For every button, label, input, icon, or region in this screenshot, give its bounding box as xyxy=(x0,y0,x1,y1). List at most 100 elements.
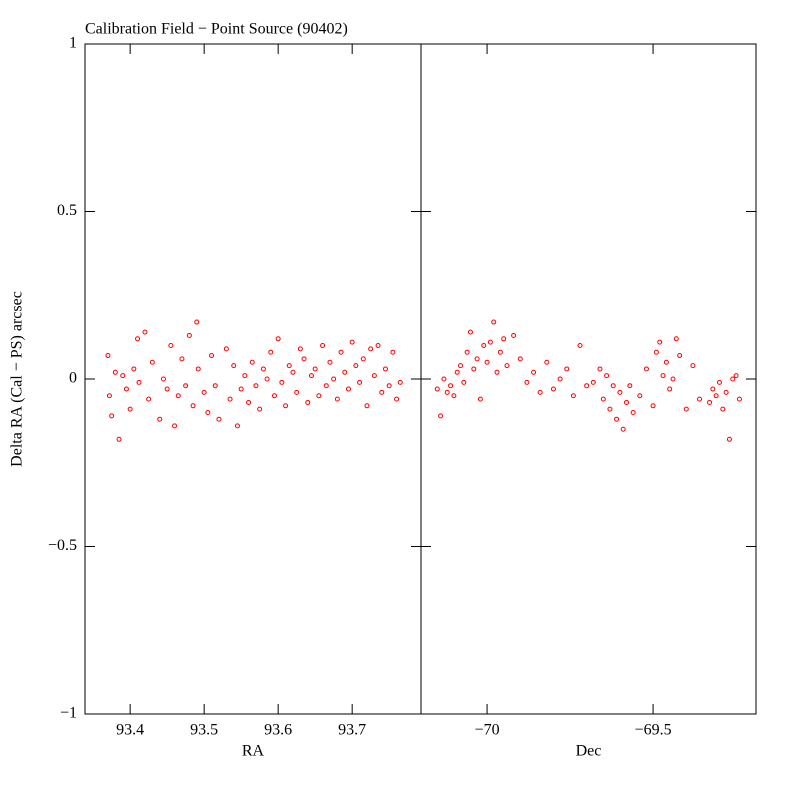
point xyxy=(537,389,543,395)
point xyxy=(286,363,292,369)
x-axis-label: RA xyxy=(242,743,265,760)
point xyxy=(223,346,229,352)
point xyxy=(713,393,719,399)
point xyxy=(464,349,470,355)
point xyxy=(212,383,218,389)
point xyxy=(271,393,277,399)
point xyxy=(697,396,703,402)
point xyxy=(364,403,370,409)
point xyxy=(382,366,388,372)
point xyxy=(497,349,503,355)
point xyxy=(209,353,215,359)
x-tick-label: 93.5 xyxy=(190,722,218,739)
point xyxy=(316,393,322,399)
point xyxy=(501,336,507,342)
point xyxy=(710,386,716,392)
point xyxy=(264,376,270,382)
point xyxy=(260,366,266,372)
point xyxy=(557,376,563,382)
point xyxy=(136,379,142,385)
point xyxy=(238,386,244,392)
y-tick-label: −0.5 xyxy=(48,537,77,554)
point xyxy=(205,410,211,415)
point xyxy=(524,379,530,385)
point xyxy=(564,366,570,372)
point xyxy=(283,403,289,409)
point xyxy=(643,366,649,372)
point xyxy=(183,383,189,389)
point xyxy=(131,366,137,372)
point xyxy=(491,319,497,325)
point xyxy=(331,376,337,382)
point xyxy=(179,356,185,362)
point xyxy=(379,389,385,395)
point xyxy=(441,376,447,382)
point xyxy=(308,373,314,379)
point xyxy=(471,366,477,372)
point xyxy=(670,376,676,382)
point xyxy=(458,363,464,369)
plot-frame xyxy=(420,43,757,715)
point xyxy=(375,343,381,348)
point xyxy=(677,353,683,359)
point xyxy=(234,423,240,429)
point xyxy=(451,393,457,399)
point xyxy=(397,379,403,385)
point xyxy=(386,383,392,389)
point xyxy=(168,343,174,348)
point xyxy=(736,396,742,402)
point xyxy=(323,383,329,389)
point xyxy=(597,366,603,372)
point xyxy=(627,383,633,389)
point xyxy=(186,332,192,338)
point xyxy=(657,339,663,345)
point xyxy=(327,359,333,365)
point xyxy=(550,386,556,392)
x-axis-label: Dec xyxy=(576,743,602,760)
point xyxy=(504,363,510,369)
plot-frame xyxy=(84,43,422,715)
point xyxy=(257,406,263,412)
point xyxy=(345,386,351,392)
point xyxy=(673,336,679,342)
point xyxy=(663,359,669,365)
point xyxy=(617,389,623,395)
point xyxy=(390,349,396,355)
point xyxy=(438,413,444,419)
point xyxy=(116,436,122,442)
chart-title: Calibration Field − Point Source (90402) xyxy=(85,21,348,38)
point xyxy=(216,416,222,422)
point xyxy=(175,393,181,399)
point xyxy=(320,343,326,348)
point xyxy=(484,359,490,365)
x-tick-label: 93.6 xyxy=(264,722,292,739)
y-axis-label: Delta RA (Cal − PS) arcsec xyxy=(9,291,26,467)
point xyxy=(637,393,643,399)
point xyxy=(195,366,201,372)
point xyxy=(487,339,493,345)
point xyxy=(120,373,126,379)
point xyxy=(477,396,483,402)
point xyxy=(275,336,281,342)
point xyxy=(353,363,359,369)
x-tick-label: −69.5 xyxy=(635,722,672,739)
point xyxy=(231,363,237,369)
point xyxy=(474,356,480,362)
point xyxy=(201,389,207,395)
point xyxy=(142,329,148,335)
point xyxy=(342,369,348,375)
point xyxy=(109,413,115,419)
point xyxy=(357,379,363,385)
point xyxy=(360,356,366,362)
point xyxy=(683,406,689,412)
point xyxy=(660,373,666,379)
point xyxy=(157,416,163,422)
point xyxy=(604,373,610,379)
point xyxy=(531,369,537,375)
point xyxy=(434,386,440,392)
point xyxy=(268,349,274,355)
point xyxy=(570,393,576,399)
point xyxy=(349,339,355,345)
point xyxy=(667,386,673,392)
point xyxy=(135,336,141,342)
